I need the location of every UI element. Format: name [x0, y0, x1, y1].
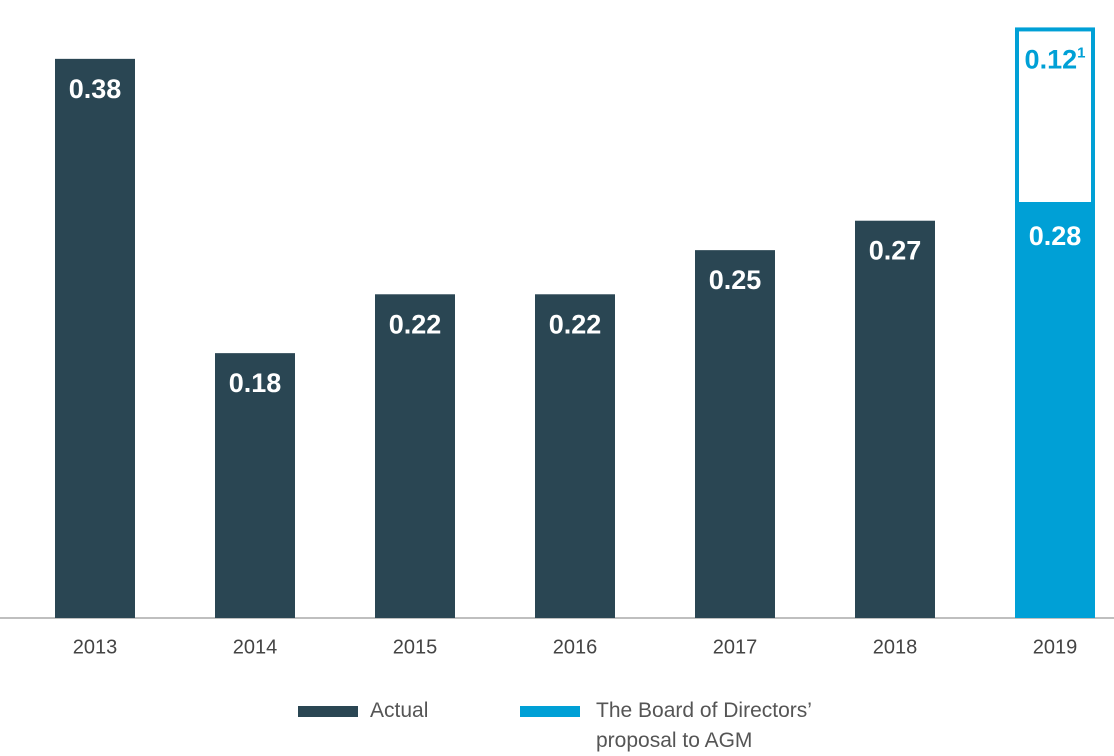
value-label: 0.18 — [229, 368, 282, 398]
value-label-number: 0.28 — [1029, 221, 1082, 251]
value-label: 0.121 — [1025, 44, 1086, 74]
x-tick-label: 2013 — [73, 636, 118, 658]
x-tick-label: 2017 — [713, 636, 758, 658]
legend-swatch — [520, 706, 580, 717]
legend-label: The Board of Directors’ proposal to AGM — [596, 699, 812, 752]
value-label: 0.22 — [389, 309, 442, 339]
value-label: 0.22 — [549, 309, 602, 339]
bar — [215, 353, 295, 618]
bar — [375, 294, 455, 618]
value-label: 0.28 — [1029, 221, 1082, 251]
legend-swatch — [298, 706, 358, 717]
bar — [535, 294, 615, 618]
chart: 0.38 0.18 0.22 0.22 0.25 0.27 0.28 0.121 2013 201… — [0, 27, 1114, 658]
value-label-number: 0.12 — [1025, 45, 1078, 75]
value-label-number: 0.25 — [709, 265, 762, 295]
x-tick-label: 2014 — [233, 636, 278, 658]
bar — [695, 250, 775, 618]
value-label: 0.27 — [869, 236, 922, 266]
footnote-marker: 1 — [1077, 44, 1085, 61]
x-tick-label: 2019 — [1033, 636, 1078, 658]
page: {"chart_data": {"type": "bar", "categori… — [0, 27, 1114, 752]
value-label: 0.25 — [709, 265, 762, 295]
value-label-number: 0.18 — [229, 368, 282, 398]
value-label-number: 0.22 — [389, 309, 442, 339]
value-label: 0.38 — [69, 74, 122, 104]
x-tick-label: 2018 — [873, 636, 918, 658]
value-label-number: 0.22 — [549, 309, 602, 339]
x-tick-label: 2015 — [393, 636, 438, 658]
value-label-number: 0.38 — [69, 74, 122, 104]
bar — [55, 58, 135, 619]
bar — [1015, 206, 1095, 618]
bar-outline — [1015, 27, 1095, 206]
x-tick-label: 2016 — [553, 636, 598, 658]
bar — [855, 220, 935, 618]
legend-label: Actual — [370, 699, 429, 722]
value-label-number: 0.27 — [869, 236, 922, 266]
